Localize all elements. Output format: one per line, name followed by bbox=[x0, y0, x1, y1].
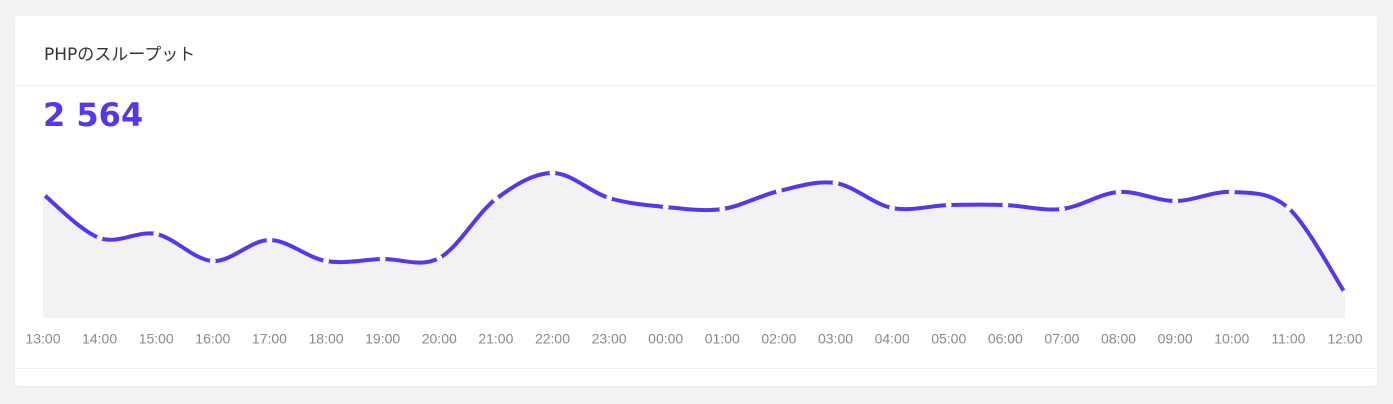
line bbox=[41, 170, 1347, 295]
x-tick-label: 17:00 bbox=[252, 331, 287, 347]
point bbox=[1002, 202, 1009, 208]
x-tick-label: 15:00 bbox=[139, 331, 174, 347]
point bbox=[436, 255, 443, 261]
point bbox=[1285, 205, 1292, 211]
point bbox=[323, 258, 330, 264]
point bbox=[549, 170, 556, 176]
point bbox=[1228, 189, 1235, 195]
x-tick-label: 20:00 bbox=[422, 331, 457, 347]
point bbox=[945, 202, 952, 208]
point bbox=[889, 205, 896, 211]
x-tick-label: 06:00 bbox=[988, 331, 1023, 347]
x-tick-label: 13:00 bbox=[25, 331, 60, 347]
x-tick-label: 05:00 bbox=[931, 331, 966, 347]
x-tick-label: 19:00 bbox=[365, 331, 400, 347]
x-tick-label: 00:00 bbox=[648, 331, 683, 347]
x-tick-label: 11:00 bbox=[1271, 331, 1305, 347]
point bbox=[492, 196, 499, 202]
x-tick-label: 23:00 bbox=[592, 331, 627, 347]
x-tick-label: 18:00 bbox=[309, 331, 344, 347]
point bbox=[662, 204, 669, 210]
x-tick-label: 04:00 bbox=[875, 331, 910, 347]
point bbox=[1115, 189, 1122, 195]
x-tick-label: 22:00 bbox=[535, 331, 570, 347]
point bbox=[1172, 198, 1179, 204]
x-tick-label: 12:00 bbox=[1327, 331, 1362, 347]
point bbox=[266, 237, 273, 243]
point bbox=[209, 258, 216, 264]
point bbox=[719, 206, 726, 212]
x-tick-label: 07:00 bbox=[1044, 331, 1079, 347]
point bbox=[96, 235, 103, 241]
x-tick-label: 08:00 bbox=[1101, 331, 1136, 347]
x-tick-label: 10:00 bbox=[1214, 331, 1249, 347]
point bbox=[40, 191, 46, 197]
point bbox=[832, 180, 839, 186]
point bbox=[1058, 206, 1065, 212]
point bbox=[606, 195, 613, 201]
x-tick-label: 14:00 bbox=[82, 331, 117, 347]
point bbox=[775, 188, 782, 194]
card-title: PHPのスループット bbox=[44, 45, 196, 65]
x-tick-label: 21:00 bbox=[478, 331, 513, 347]
area bbox=[43, 172, 1345, 318]
point bbox=[1342, 290, 1348, 296]
x-tick-label: 02:00 bbox=[761, 331, 796, 347]
x-tick-label: 09:00 bbox=[1158, 331, 1193, 347]
point bbox=[153, 231, 160, 237]
x-tick-label: 16:00 bbox=[195, 331, 230, 347]
summary-value: 2 564 bbox=[43, 96, 144, 134]
point bbox=[379, 256, 386, 262]
x-tick-label: 03:00 bbox=[818, 331, 853, 347]
x-tick-label: 01:00 bbox=[705, 331, 740, 347]
